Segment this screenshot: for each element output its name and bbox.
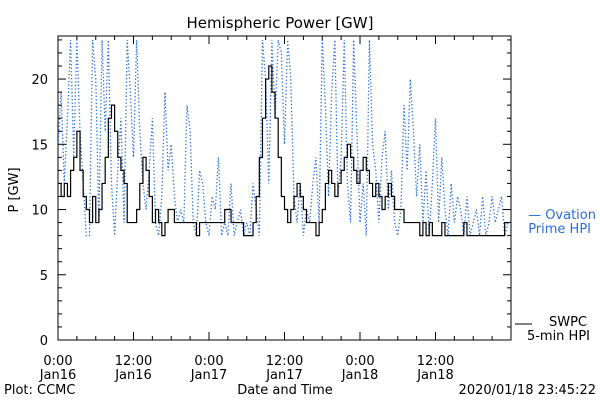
x-tick-label-time: 0:00: [345, 354, 374, 369]
y-axis: 0 5 10 15 20: [31, 39, 511, 349]
x-tick-label-time: 0:00: [43, 354, 72, 369]
footer-plot-credit: Plot: CCMC: [4, 383, 75, 398]
x-axis: 0:00Jan1612:00Jan160:00Jan1712:00Jan170:…: [39, 36, 493, 383]
x-axis-label: Date and Time: [237, 383, 333, 398]
y-axis-label: P [GW]: [7, 167, 22, 212]
x-tick-label-date: Jan17: [265, 368, 303, 383]
legend-ovation-line1: — Ovation: [528, 208, 596, 223]
y-tick-label: 5: [40, 269, 48, 284]
x-tick-label-date: Jan18: [341, 368, 379, 383]
legend-swpc-line1: SWPC: [549, 315, 587, 330]
footer-timestamp: 2020/01/18 23:45:22: [459, 383, 596, 398]
x-tick-label-time: 12:00: [115, 354, 152, 369]
x-tick-label-time: 0:00: [194, 354, 223, 369]
y-tick-label: 0: [40, 334, 48, 349]
series-line: [58, 65, 508, 237]
series-swpc-line: [58, 65, 508, 237]
x-tick-label-date: Jan16: [114, 368, 152, 383]
y-tick-label: 20: [31, 73, 48, 88]
y-tick-label: 10: [31, 204, 48, 219]
x-tick-label-date: Jan16: [39, 368, 77, 383]
legend-ovation-line2: Prime HPI: [528, 222, 591, 237]
plot-area: [57, 35, 512, 341]
series-line: [58, 39, 509, 237]
x-tick-label-date: Jan18: [416, 368, 454, 383]
x-tick-label-time: 12:00: [417, 354, 454, 369]
y-tick-label: 15: [31, 138, 48, 153]
x-tick-label-date: Jan17: [190, 368, 228, 383]
chart-title: Hemispheric Power [GW]: [187, 14, 374, 32]
x-tick-label-time: 12:00: [266, 354, 303, 369]
series-ovation-prime-line: [58, 39, 509, 237]
legend-swpc-line2: 5-min HPI: [527, 329, 590, 344]
